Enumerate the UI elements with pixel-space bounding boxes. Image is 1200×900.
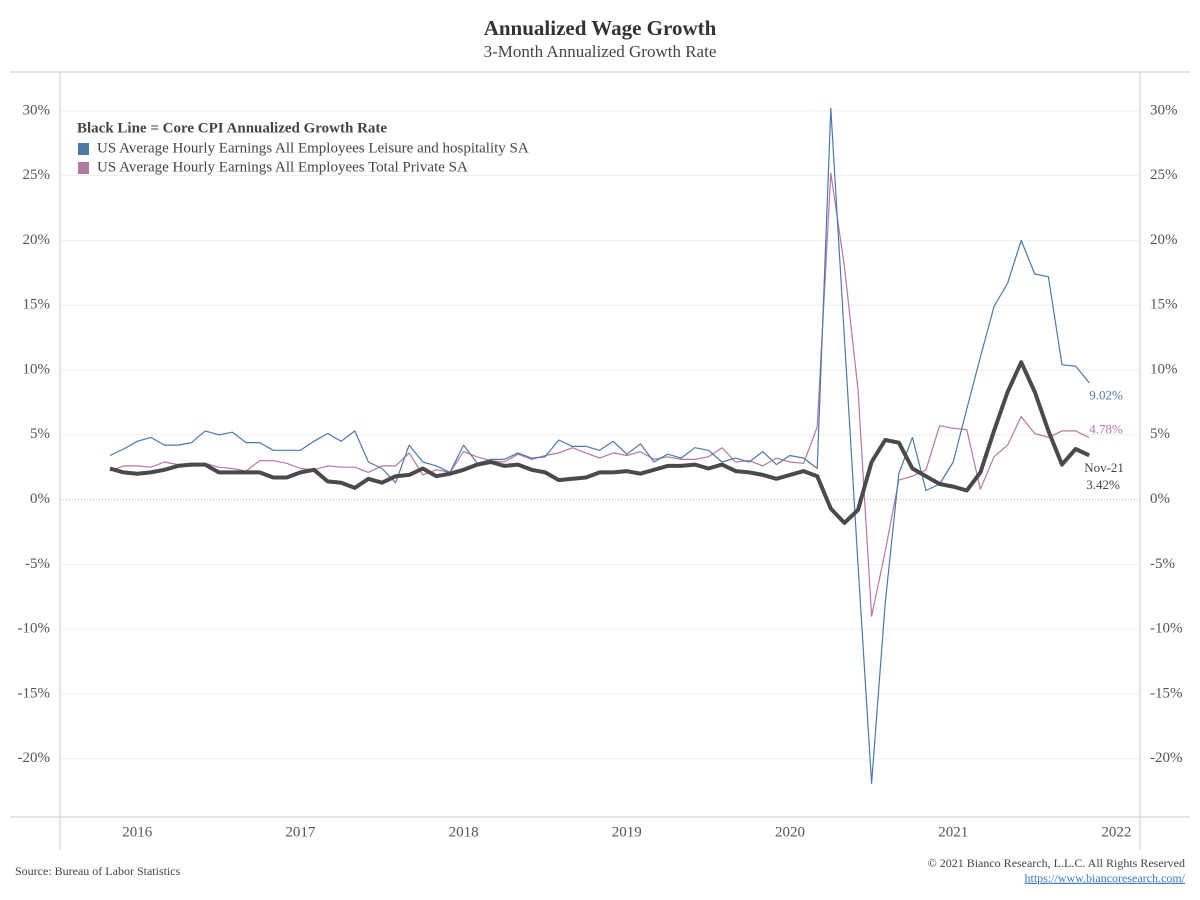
- x-tick-label: 2021: [938, 824, 968, 840]
- source: Source: Bureau of Labor Statistics: [15, 864, 181, 878]
- y-tick-label: 0%: [30, 491, 50, 507]
- y2-tick-label: -5%: [1150, 556, 1175, 572]
- x-tick-label: 2020: [775, 824, 805, 840]
- legend-title: Black Line = Core CPI Annualized Growth …: [77, 120, 387, 136]
- y2-tick-label: 0%: [1150, 491, 1170, 507]
- y2-tick-label: -15%: [1150, 685, 1183, 701]
- copyright: © 2021 Bianco Research, L.L.C. All Right…: [928, 856, 1185, 870]
- legend-swatch: [78, 162, 89, 174]
- y2-tick-label: 20%: [1150, 232, 1178, 248]
- y2-tick-label: 5%: [1150, 426, 1170, 442]
- value-label: 4.78%: [1089, 422, 1123, 437]
- legend-label: US Average Hourly Earnings All Employees…: [97, 140, 529, 156]
- y2-tick-label: 10%: [1150, 361, 1178, 377]
- x-tick-label: 2017: [285, 824, 316, 840]
- y2-tick-label: 15%: [1150, 297, 1178, 313]
- y-tick-label: 10%: [23, 361, 51, 377]
- y-tick-label: -10%: [18, 621, 51, 637]
- x-tick-label: 2022: [1101, 824, 1131, 840]
- y-tick-label: -5%: [25, 556, 50, 572]
- y-tick-label: 5%: [30, 426, 50, 442]
- series-line: [109, 107, 1090, 784]
- chart-title: Annualized Wage Growth: [484, 16, 717, 40]
- y-tick-label: 25%: [23, 167, 51, 183]
- url[interactable]: https://www.biancoresearch.com/: [1024, 871, 1185, 885]
- x-tick-label: 2018: [449, 824, 479, 840]
- end-annotation: Nov-21: [1084, 460, 1124, 475]
- legend-label: US Average Hourly Earnings All Employees…: [97, 159, 468, 175]
- x-tick-label: 2016: [122, 824, 153, 840]
- y-tick-label: 30%: [23, 102, 51, 118]
- y-tick-label: -20%: [18, 750, 51, 766]
- series-line: [109, 172, 1090, 617]
- y2-tick-label: 25%: [1150, 167, 1178, 183]
- y2-tick-label: -10%: [1150, 621, 1183, 637]
- y2-tick-label: -20%: [1150, 750, 1183, 766]
- value-label: 3.42%: [1086, 477, 1120, 492]
- y-tick-label: 20%: [23, 232, 51, 248]
- legend-swatch: [78, 143, 89, 155]
- y-tick-label: -15%: [18, 685, 51, 701]
- x-tick-label: 2019: [612, 824, 642, 840]
- series-line: [109, 360, 1091, 525]
- chart-subtitle: 3-Month Annualized Growth Rate: [484, 42, 717, 61]
- y2-tick-label: 30%: [1150, 102, 1178, 118]
- value-label: 9.02%: [1089, 388, 1123, 403]
- y-tick-label: 15%: [23, 297, 51, 313]
